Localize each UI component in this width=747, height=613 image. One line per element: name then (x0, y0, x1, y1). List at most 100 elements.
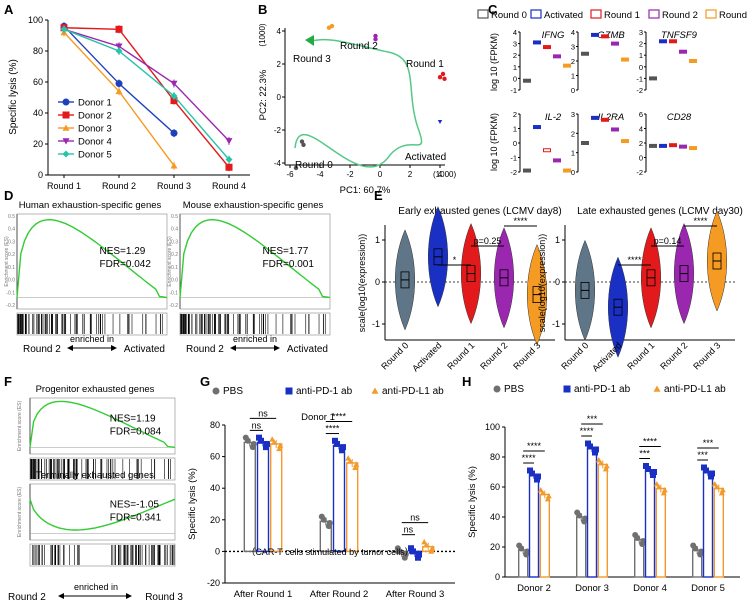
y-axis-label: Specific lysis (%) (8, 59, 19, 135)
data-point (115, 47, 123, 55)
replicate-point (640, 538, 647, 544)
box-marker (649, 143, 657, 148)
series-line (63, 28, 230, 160)
es-curve (29, 400, 176, 448)
bar (702, 471, 714, 578)
x-tick-label: After Round 3 (386, 589, 445, 600)
y-axis-label: Specific lysis (%) (467, 466, 478, 538)
box-marker (679, 144, 687, 149)
replicate-point (692, 545, 699, 552)
es-tick-label: 0.1 (171, 265, 178, 271)
x-tick-label: Round 3 (157, 181, 191, 191)
y-tick-label: 4 (571, 28, 575, 37)
sig-label: ns (252, 420, 262, 430)
box-marker (553, 54, 561, 59)
legend-label: Round 3 (719, 10, 747, 21)
x-tick-label: Round 2 (102, 181, 136, 191)
x-axis-unit: (1000) (433, 170, 456, 179)
pca-point (299, 139, 305, 144)
y-tick-label: 20 (490, 542, 500, 552)
chart-note: （CAR-T cells stimulated by tumor cells） (246, 547, 413, 557)
panel-h-bar-chart: 0 20 40 60 80 100 Specific lysis (%) Donor 2 ***… (467, 384, 740, 594)
box-marker (659, 143, 667, 148)
legend-marker (212, 387, 220, 395)
x-tick-label: Activated (590, 340, 623, 373)
group-label-round2: Round 2 (340, 41, 378, 52)
box-marker (601, 34, 609, 39)
gsea-arrow-head (230, 345, 236, 351)
legend-label: anti-PD-1 ab (296, 386, 353, 397)
replicate-point (256, 434, 262, 441)
x-tick-label: Activated (410, 340, 443, 373)
bar (576, 516, 587, 578)
replicate-point (402, 551, 409, 558)
replicate-point (719, 487, 726, 493)
es-axis-label: Enrichment score (ES) (17, 401, 23, 452)
panel-letter-d: D (4, 188, 13, 203)
series-line (63, 28, 230, 142)
data-point (170, 80, 178, 88)
legend-label: Round 0 (491, 10, 527, 21)
es-tick-label: 0.4 (171, 227, 178, 233)
y-tick-label: 80 (33, 46, 43, 56)
y-tick-label: 20 (210, 515, 220, 525)
nes-label: NES=1.77 (263, 246, 309, 257)
y-tick-label: 100 (485, 422, 500, 432)
replicate-point (524, 548, 531, 555)
pca-point (437, 119, 443, 124)
data-point (115, 87, 123, 95)
y-tick-label: 40 (490, 512, 500, 522)
sig-label: *** (587, 414, 598, 424)
legend-marker (653, 385, 661, 392)
bar (332, 444, 346, 553)
box-marker (621, 57, 629, 62)
group-label-round1: Round 1 (406, 59, 444, 70)
data-point (225, 163, 233, 171)
replicate-point (587, 443, 593, 450)
y-tick-label: 80 (210, 420, 220, 430)
legend-marker (493, 385, 501, 393)
y-axis-label: PC2: 22.3% (258, 69, 269, 120)
data-point (225, 156, 233, 163)
gene-title: GZMB (597, 30, 625, 41)
gene-title: IFNG (542, 30, 565, 41)
replicate-point (713, 484, 720, 490)
y-tick-label: 40 (210, 483, 220, 493)
box-marker (669, 143, 677, 148)
es-axis-label: Enrichment score (ES) (167, 236, 173, 287)
data-point (170, 92, 178, 100)
replicate-point (326, 519, 333, 526)
pca-point (373, 33, 378, 39)
y-axis-label-top: log 10 (FPKM) (489, 33, 499, 91)
replicate-point (645, 466, 651, 472)
y-tick-label: -2 (510, 168, 517, 177)
data-point (115, 25, 123, 33)
data-point (170, 162, 178, 169)
bar (346, 462, 359, 553)
replicate-point (340, 444, 346, 451)
x-tick-label: 2 (408, 170, 413, 179)
replicate-point (334, 440, 340, 447)
replicate-point (576, 512, 583, 519)
y-tick-label: 2 (277, 60, 282, 69)
gsea-arrow-head (126, 593, 132, 599)
box-marker (611, 127, 619, 132)
y-tick-label: -1 (552, 319, 560, 329)
legend-label: Donor 1 (78, 98, 112, 109)
replicate-point (353, 461, 360, 467)
box-marker (533, 40, 541, 45)
replicate-point (421, 538, 428, 545)
y-tick-label: 0 (571, 168, 575, 177)
bar (713, 487, 724, 578)
replicate-point (698, 548, 705, 555)
legend-box (705, 9, 717, 19)
gsea-right-label: Round 3 (145, 592, 183, 603)
replicate-point (263, 444, 269, 451)
y-tick-label: 1 (571, 72, 575, 81)
sig-label: ns (404, 525, 414, 535)
es-curve (16, 218, 168, 299)
y-tick-label: 0 (639, 154, 643, 163)
fdr-label: FDR=0.042 (100, 259, 152, 270)
replicate-point (603, 463, 610, 469)
panel-letter-b: B (258, 2, 267, 17)
